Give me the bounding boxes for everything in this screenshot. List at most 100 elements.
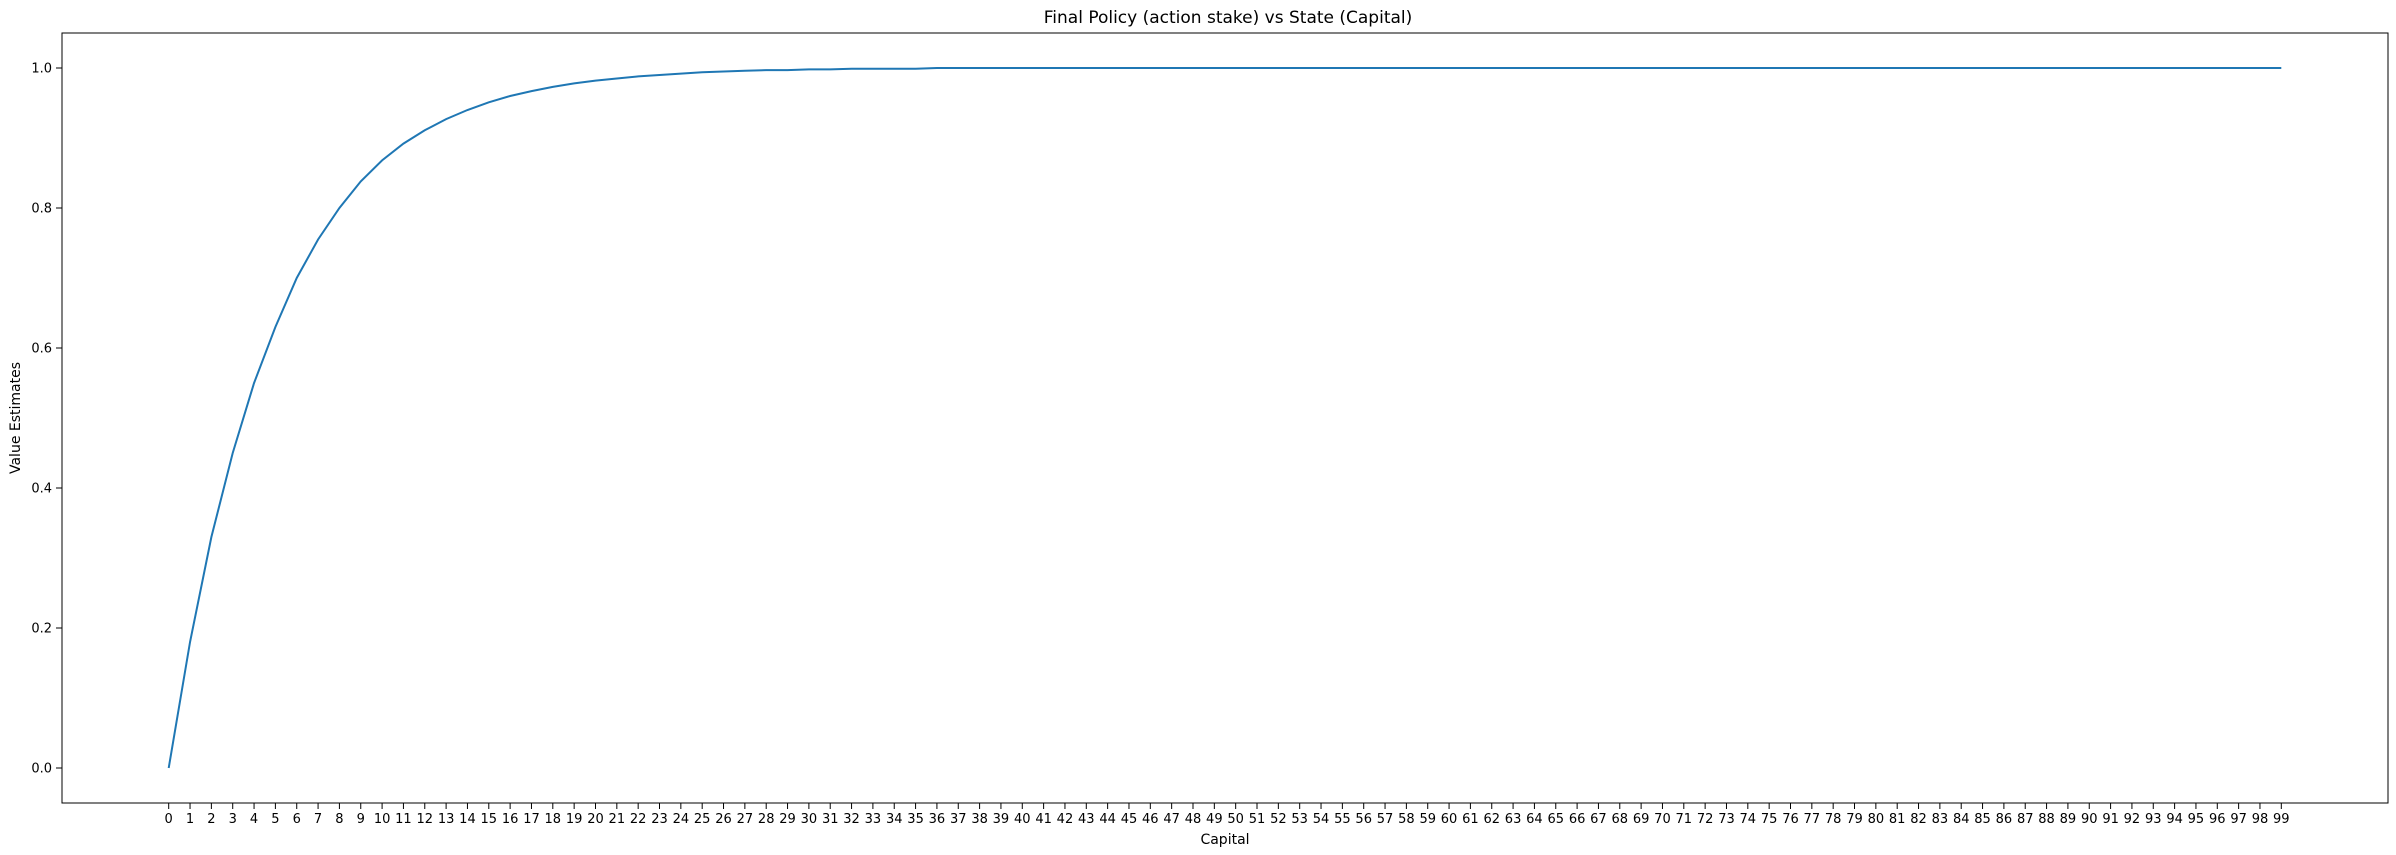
y-axis-label: Value Estimates [8,362,24,474]
x-tick-label: 92 [2124,812,2141,827]
x-tick-label: 68 [1612,812,1629,827]
x-tick-label: 79 [1846,812,1863,827]
x-tick-label: 76 [1782,812,1799,827]
x-tick-label: 74 [1740,812,1757,827]
x-tick-label: 42 [1057,812,1074,827]
y-tick-label: 0.6 [31,342,52,357]
x-tick-label: 18 [545,812,562,827]
x-tick-label: 62 [1483,812,1500,827]
x-tick-label: 2 [207,812,215,827]
x-tick-label: 46 [1142,812,1159,827]
x-tick-label: 95 [2188,812,2205,827]
x-tick-label: 91 [2102,812,2119,827]
x-tick-label: 81 [1889,812,1906,827]
x-tick-label: 32 [843,812,860,827]
x-tick-label: 14 [459,812,476,827]
x-tick-label: 5 [271,812,279,827]
x-tick-label: 31 [822,812,839,827]
x-tick-label: 8 [335,812,343,827]
x-tick-label: 55 [1334,812,1351,827]
x-tick-label: 72 [1697,812,1714,827]
x-tick-label: 85 [1974,812,1991,827]
x-tick-label: 19 [566,812,583,827]
x-tick-label: 98 [2252,812,2269,827]
x-tick-label: 73 [1718,812,1735,827]
x-tick-label: 38 [971,812,988,827]
y-tick-label: 1.0 [31,62,52,77]
x-tick-label: 93 [2145,812,2162,827]
x-tick-label: 26 [715,812,732,827]
x-tick-label: 7 [314,812,322,827]
x-tick-label: 44 [1099,812,1116,827]
y-tick-label: 0.8 [31,202,52,217]
x-tick-label: 35 [907,812,924,827]
plot-area [61,32,2389,804]
x-tick-label: 1 [186,812,194,827]
x-tick-label: 56 [1355,812,1372,827]
x-tick-label: 0 [165,812,173,827]
x-tick-label: 43 [1078,812,1095,827]
x-tick-label: 40 [1014,812,1031,827]
x-tick-label: 10 [374,812,391,827]
x-tick-label: 39 [993,812,1010,827]
x-tick-label: 37 [950,812,967,827]
x-tick-label: 50 [1227,812,1244,827]
x-tick-label: 94 [2166,812,2183,827]
x-tick-label: 25 [694,812,711,827]
x-tick-label: 59 [1419,812,1436,827]
x-tick-label: 64 [1526,812,1543,827]
x-tick-label: 52 [1270,812,1287,827]
x-tick-label: 58 [1398,812,1415,827]
x-tick-label: 97 [2230,812,2247,827]
x-tick-label: 71 [1676,812,1693,827]
x-tick-label: 60 [1441,812,1458,827]
x-tick-label: 54 [1313,812,1330,827]
x-tick-label: 36 [929,812,946,827]
x-tick-label: 28 [758,812,775,827]
x-tick-label: 22 [630,812,647,827]
x-axis-label: Capital [1200,832,1249,848]
x-tick-label: 83 [1932,812,1949,827]
x-tick-label: 66 [1569,812,1586,827]
x-tick-label: 88 [2038,812,2055,827]
x-tick-label: 16 [502,812,519,827]
x-tick-label: 96 [2209,812,2226,827]
x-tick-label: 12 [416,812,433,827]
x-tick-label: 9 [357,812,365,827]
x-tick-label: 30 [801,812,818,827]
x-tick-label: 3 [229,812,237,827]
x-tick-label: 65 [1547,812,1564,827]
x-tick-label: 63 [1505,812,1522,827]
x-tick-label: 86 [1996,812,2013,827]
x-tick-label: 49 [1206,812,1223,827]
x-tick-label: 69 [1633,812,1650,827]
x-tick-label: 11 [395,812,412,827]
x-tick-label: 29 [779,812,796,827]
x-tick-label: 20 [587,812,604,827]
y-tick-label: 0.0 [31,762,52,777]
x-tick-label: 23 [651,812,668,827]
x-tick-label: 24 [673,812,690,827]
x-tick-label: 17 [523,812,540,827]
x-tick-label: 84 [1953,812,1970,827]
x-tick-label: 67 [1590,812,1607,827]
x-tick-label: 61 [1462,812,1479,827]
x-tick-label: 77 [1804,812,1821,827]
x-tick-label: 89 [2060,812,2077,827]
y-tick-label: 0.2 [31,622,52,637]
x-tick-label: 21 [609,812,626,827]
x-tick-label: 51 [1249,812,1266,827]
chart-title: Final Policy (action stake) vs State (Ca… [1044,8,1413,28]
x-tick-label: 90 [2081,812,2098,827]
x-tick-label: 34 [886,812,903,827]
x-tick-label: 80 [1868,812,1885,827]
x-tick-label: 78 [1825,812,1842,827]
series-line [167,67,2282,769]
x-tick-label: 13 [438,812,455,827]
x-tick-label: 4 [250,812,258,827]
x-tick-label: 57 [1377,812,1394,827]
x-axis: 0 1 2 3 4 5 6 7 8 9 10 11 12 13 14 15 16 17 18 19 20 21 22 23 24… [165,803,2290,827]
x-tick-label: 48 [1185,812,1202,827]
x-tick-label: 87 [2017,812,2034,827]
